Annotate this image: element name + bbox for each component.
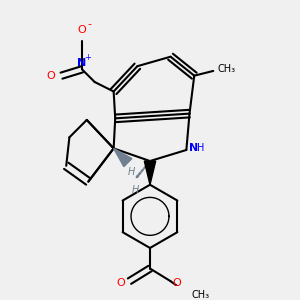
Text: O: O [78,25,86,34]
Text: O: O [46,71,55,81]
Text: H: H [127,167,135,177]
Polygon shape [144,161,156,185]
Text: O: O [172,278,181,288]
Text: N: N [189,143,198,153]
Text: O: O [116,278,125,288]
Polygon shape [114,148,132,166]
Text: N: N [77,58,87,68]
Text: CH₃: CH₃ [191,290,209,300]
Text: -: - [88,19,92,29]
Text: H: H [197,143,205,153]
Text: CH₃: CH₃ [218,64,236,74]
Text: H: H [132,185,140,195]
Text: +: + [85,53,92,62]
